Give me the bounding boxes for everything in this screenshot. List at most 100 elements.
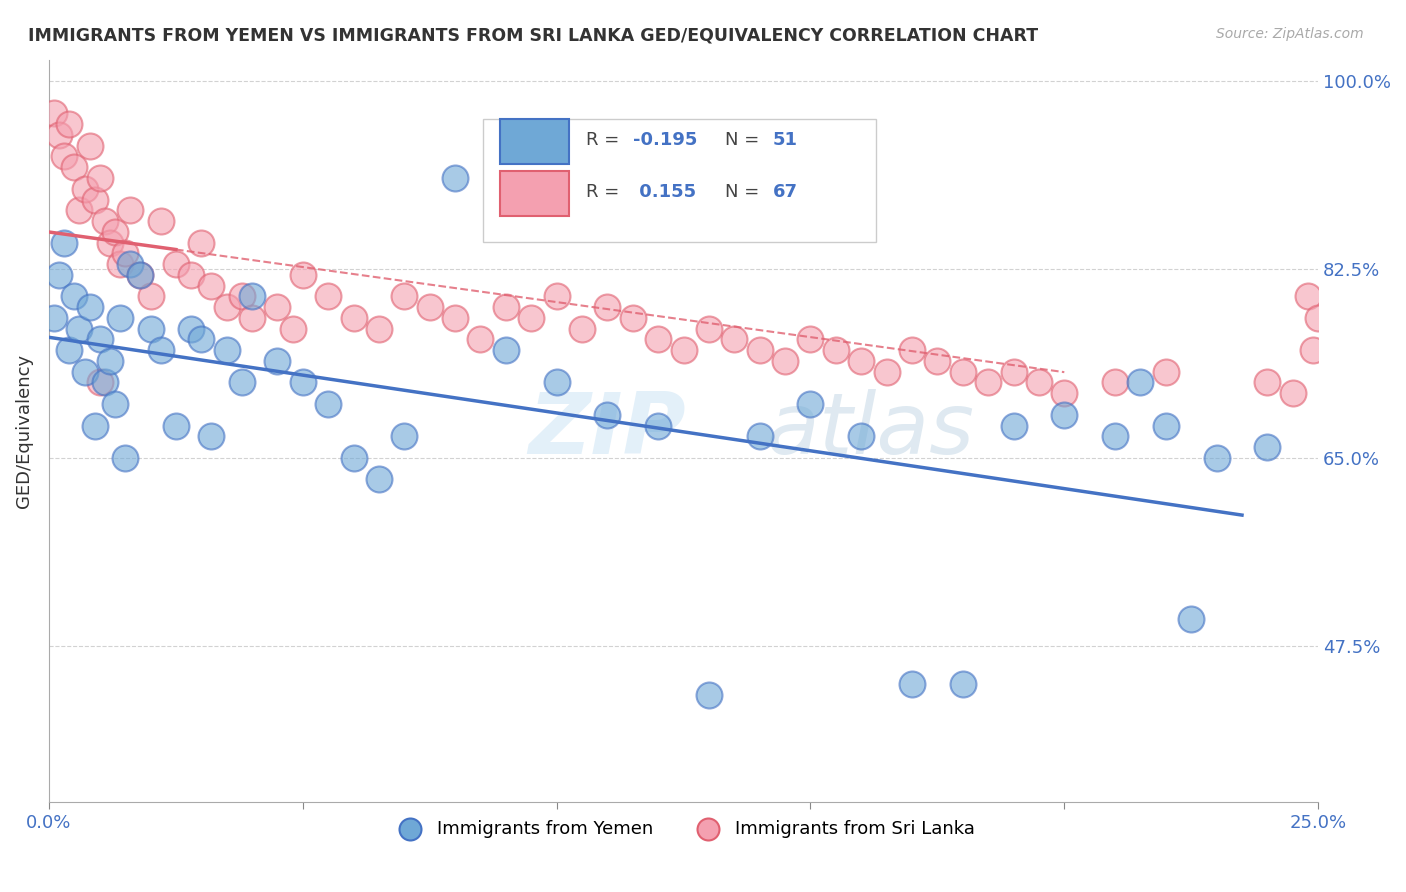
Point <box>83 418 105 433</box>
Text: -0.195: -0.195 <box>633 131 697 149</box>
Point <box>89 171 111 186</box>
Point <box>104 225 127 239</box>
Point <box>1053 386 1076 401</box>
Point <box>139 289 162 303</box>
Point <box>42 310 65 325</box>
Point <box>149 343 172 358</box>
Point <box>394 429 416 443</box>
Point <box>42 106 65 120</box>
Point <box>952 677 974 691</box>
Point <box>444 310 467 325</box>
Point <box>1028 376 1050 390</box>
Point <box>240 310 263 325</box>
Point <box>129 268 152 282</box>
Text: N =: N = <box>725 183 765 201</box>
Point <box>190 333 212 347</box>
Text: R =: R = <box>586 183 624 201</box>
Point <box>73 365 96 379</box>
Point <box>114 450 136 465</box>
Point <box>1308 310 1330 325</box>
Point <box>231 376 253 390</box>
Point <box>200 278 222 293</box>
FancyBboxPatch shape <box>484 119 876 242</box>
Point <box>120 257 142 271</box>
Point <box>520 310 543 325</box>
Point <box>1281 386 1303 401</box>
Point <box>98 354 121 368</box>
Point <box>952 365 974 379</box>
Point <box>63 289 86 303</box>
Point <box>851 429 873 443</box>
Point <box>723 333 745 347</box>
Point <box>647 418 669 433</box>
Point <box>773 354 796 368</box>
Text: Source: ZipAtlas.com: Source: ZipAtlas.com <box>1216 27 1364 41</box>
Point <box>53 149 76 163</box>
Point <box>546 289 568 303</box>
Point <box>1002 418 1025 433</box>
Text: 51: 51 <box>772 131 797 149</box>
Text: R =: R = <box>586 131 624 149</box>
Point <box>1129 376 1152 390</box>
Point <box>1296 289 1319 303</box>
Point <box>444 171 467 186</box>
Point <box>98 235 121 250</box>
Point <box>165 257 187 271</box>
Point <box>621 310 644 325</box>
Point <box>58 117 80 131</box>
Point <box>571 321 593 335</box>
Point <box>1053 408 1076 422</box>
Point <box>470 333 492 347</box>
Point <box>63 160 86 174</box>
Point <box>1205 450 1227 465</box>
FancyBboxPatch shape <box>499 119 569 163</box>
Text: IMMIGRANTS FROM YEMEN VS IMMIGRANTS FROM SRI LANKA GED/EQUIVALENCY CORRELATION C: IMMIGRANTS FROM YEMEN VS IMMIGRANTS FROM… <box>28 27 1038 45</box>
Point <box>200 429 222 443</box>
Point <box>927 354 949 368</box>
Point <box>495 300 517 314</box>
Point <box>266 354 288 368</box>
Point <box>851 354 873 368</box>
Point <box>149 214 172 228</box>
Point <box>215 343 238 358</box>
Point <box>342 450 364 465</box>
Point <box>495 343 517 358</box>
Point <box>215 300 238 314</box>
Point <box>876 365 898 379</box>
Point <box>901 343 924 358</box>
Point <box>748 429 770 443</box>
Point <box>546 376 568 390</box>
Point <box>672 343 695 358</box>
Text: ZIP: ZIP <box>529 390 686 473</box>
Point <box>108 310 131 325</box>
Point <box>901 677 924 691</box>
Point <box>266 300 288 314</box>
Point <box>58 343 80 358</box>
Point <box>89 333 111 347</box>
Point <box>1002 365 1025 379</box>
Point <box>316 289 339 303</box>
Point <box>240 289 263 303</box>
Point <box>104 397 127 411</box>
Point <box>53 235 76 250</box>
Point <box>48 128 70 142</box>
Point <box>180 268 202 282</box>
Point <box>83 193 105 207</box>
Point <box>281 321 304 335</box>
Point <box>368 321 391 335</box>
Point <box>1104 429 1126 443</box>
Point <box>291 376 314 390</box>
Point <box>647 333 669 347</box>
Point <box>231 289 253 303</box>
Point <box>977 376 1000 390</box>
Point <box>48 268 70 282</box>
Point <box>67 321 90 335</box>
Point <box>190 235 212 250</box>
Point <box>79 300 101 314</box>
Point <box>165 418 187 433</box>
Point <box>180 321 202 335</box>
Point <box>316 397 339 411</box>
Point <box>94 376 117 390</box>
Point <box>824 343 846 358</box>
Text: 67: 67 <box>772 183 797 201</box>
